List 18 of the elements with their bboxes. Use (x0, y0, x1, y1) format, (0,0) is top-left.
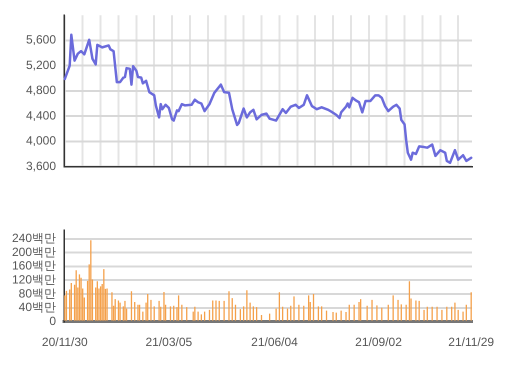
x-tick-label: 20/11/30 (42, 335, 88, 350)
y-tick-label: 80백만 (18, 286, 56, 300)
y-tick-label: 120백만 (12, 272, 56, 287)
y-tick-label: 4,000 (26, 134, 56, 148)
y-tick-label: 200백만 (12, 244, 56, 259)
y-tick-label: 3,600 (26, 158, 56, 173)
x-tick-label: 21/09/02 (355, 335, 402, 350)
x-tick-label: 21/06/04 (251, 335, 298, 350)
x-tick-label: 21/03/05 (145, 335, 193, 350)
y-tick-label: 240백만 (12, 231, 56, 246)
y-tick-label: 160백만 (12, 258, 56, 273)
y-tick-label: 4,400 (26, 108, 56, 122)
y-tick-label: 0 (49, 314, 56, 328)
y-tick-label: 40백만 (18, 300, 56, 314)
x-tick-label: 21/11/29 (448, 335, 494, 350)
y-tick-label: 5,200 (26, 58, 56, 72)
y-tick-label: 4,800 (26, 83, 56, 98)
y-tick-label: 5,600 (26, 32, 56, 47)
